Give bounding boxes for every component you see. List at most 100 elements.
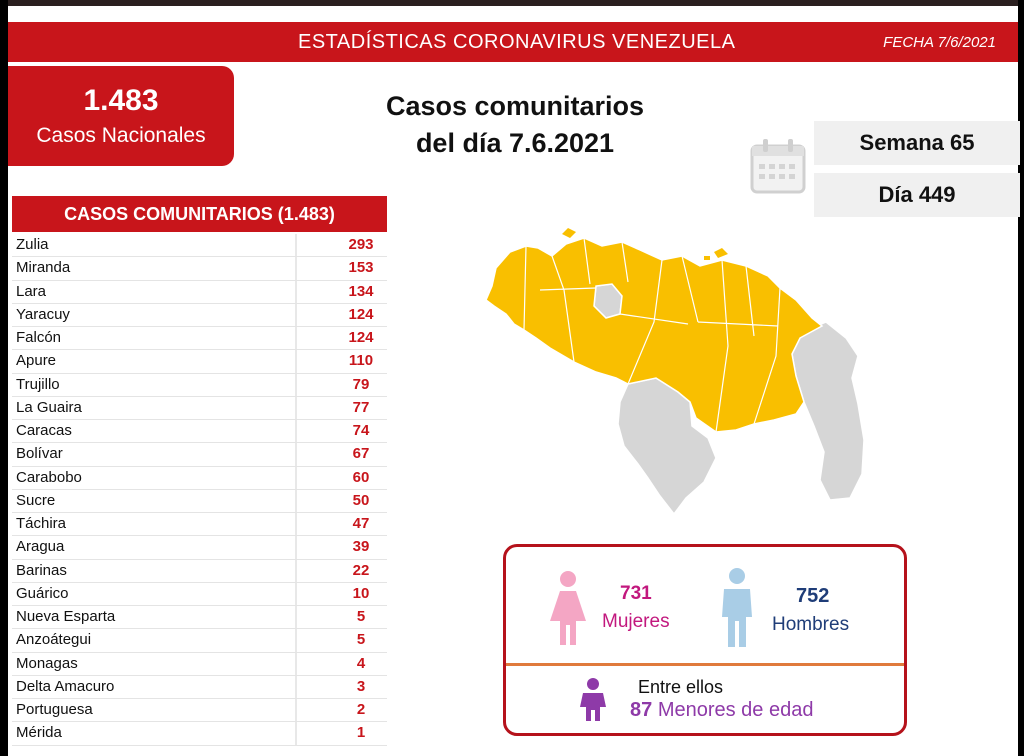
male-icon xyxy=(720,567,754,647)
state-cases: 74 xyxy=(295,420,387,443)
community-cases-table-header: CASOS COMUNITARIOS (1.483) xyxy=(12,196,387,232)
female-label: Mujeres xyxy=(602,611,670,632)
state-name: Portuguesa xyxy=(16,701,93,718)
state-name: Apure xyxy=(16,352,57,370)
state-name: Bolívar xyxy=(16,445,63,463)
minors-line: 87 Menores de edad xyxy=(630,699,813,722)
week-counter: Semana 65 xyxy=(814,121,1020,165)
table-row: Bolívar 67 xyxy=(12,443,387,467)
state-cases: 39 xyxy=(295,536,387,559)
male-count: 752 xyxy=(796,585,830,607)
state-name: Lara xyxy=(16,282,47,300)
state-cases: 293 xyxy=(295,234,387,257)
map-region-affected xyxy=(485,237,824,433)
gender-breakdown-box: 731 Mujeres 752 Hombres Entre ellos 87 M… xyxy=(503,544,907,736)
state-cases: 4 xyxy=(295,652,387,675)
state-cases: 10 xyxy=(295,582,387,605)
table-row: Barinas 22 xyxy=(12,559,387,583)
header-date: FECHA 7/6/2021 xyxy=(883,34,996,51)
state-cases: 2 xyxy=(295,699,387,722)
state-name: Yaracuy xyxy=(16,305,70,323)
state-name: Sucre xyxy=(16,491,56,509)
table-row: Falcón 124 xyxy=(12,327,387,351)
child-icon xyxy=(578,677,608,721)
state-name: Monagas xyxy=(16,654,78,672)
state-cases: 77 xyxy=(295,396,387,419)
state-cases: 1 xyxy=(295,722,387,745)
state-cases: 22 xyxy=(295,559,387,582)
page-title: Casos comunitarios del día 7.6.2021 xyxy=(350,88,680,162)
state-cases: 124 xyxy=(295,303,387,326)
table-row: Nueva Esparta 5 xyxy=(12,606,387,630)
table-row: Miranda 153 xyxy=(12,257,387,281)
minors-intro: Entre ellos xyxy=(638,677,724,697)
table-row: Caracas 74 xyxy=(12,420,387,444)
table-row: Yaracuy 124 xyxy=(12,303,387,327)
state-cases: 124 xyxy=(295,327,387,350)
state-cases: 110 xyxy=(295,350,387,373)
table-row: Táchira 47 xyxy=(12,513,387,537)
state-name: Mérida xyxy=(16,724,62,742)
table-row: Delta Amacuro 3 xyxy=(12,675,387,699)
map-state-borders xyxy=(523,237,781,433)
table-row: Monagas 4 xyxy=(12,652,387,676)
state-name: La Guaira xyxy=(16,398,82,416)
state-name: Anzoátegui xyxy=(16,631,92,649)
state-name: Zulia xyxy=(16,236,49,253)
gender-divider xyxy=(506,663,904,666)
right-frame-border xyxy=(1018,0,1024,756)
state-cases: 3 xyxy=(295,675,387,698)
national-cases-number: 1.483 xyxy=(83,84,159,117)
state-name: Aragua xyxy=(16,538,65,556)
table-row: La Guaira 77 xyxy=(12,396,387,420)
table-row: Trujillo 79 xyxy=(12,373,387,397)
left-frame-border xyxy=(0,0,8,756)
map-region-delta-amacuro xyxy=(791,321,865,501)
table-row: Aragua 39 xyxy=(12,536,387,560)
national-cases-label: Casos Nacionales xyxy=(36,124,206,147)
state-cases: 153 xyxy=(295,257,387,280)
female-count: 731 xyxy=(620,583,652,604)
national-cases-box: 1.483 Casos Nacionales xyxy=(8,66,234,166)
table-row: Apure 110 xyxy=(12,350,387,374)
page-title-line1: Casos comunitarios xyxy=(385,91,645,121)
state-name: Trujillo xyxy=(16,375,60,393)
female-icon xyxy=(548,569,588,645)
state-name: Delta Amacuro xyxy=(16,677,115,695)
state-cases: 50 xyxy=(295,489,387,512)
state-name: Guárico xyxy=(16,584,69,602)
page-title-line2: del día 7.6.2021 xyxy=(415,128,615,158)
male-label: Hombres xyxy=(772,614,850,635)
state-name: Nueva Esparta xyxy=(16,608,116,625)
top-frame-border xyxy=(0,0,1024,6)
state-name: Miranda xyxy=(16,259,71,277)
calendar-icon xyxy=(748,136,808,196)
state-cases: 60 xyxy=(295,466,387,489)
table-row: Lara 134 xyxy=(12,280,387,304)
state-cases: 5 xyxy=(295,606,387,629)
state-cases: 47 xyxy=(295,513,387,536)
state-cases: 67 xyxy=(295,443,387,466)
state-cases: 134 xyxy=(295,280,387,303)
minors-label: Menores de edad xyxy=(657,699,814,721)
header-title: ESTADÍSTICAS CORONAVIRUS VENEZUELA xyxy=(298,31,736,53)
state-cases: 5 xyxy=(295,629,387,652)
state-name: Táchira xyxy=(16,515,67,532)
table-row: Anzoátegui 5 xyxy=(12,629,387,653)
header-bar: ESTADÍSTICAS CORONAVIRUS VENEZUELA FECHA… xyxy=(8,22,1018,62)
state-name: Barinas xyxy=(16,561,67,579)
table-row: Sucre 50 xyxy=(12,489,387,513)
table-row: Portuguesa 2 xyxy=(12,699,387,723)
venezuela-map xyxy=(478,226,870,516)
state-cases: 79 xyxy=(295,373,387,396)
table-row: Carabobo 60 xyxy=(12,466,387,490)
state-name: Carabobo xyxy=(16,468,82,486)
table-row: Mérida 1 xyxy=(12,722,387,746)
minors-count: 87 xyxy=(630,699,653,721)
state-name: Caracas xyxy=(16,422,72,439)
state-name: Falcón xyxy=(16,329,62,346)
table-row: Zulia 293 xyxy=(12,234,387,258)
table-row: Guárico 10 xyxy=(12,582,387,606)
day-counter: Día 449 xyxy=(814,173,1020,217)
community-cases-table: Zulia 293 Miranda 153 Lara 134 Yaracuy 124 Falcó… xyxy=(12,234,387,746)
